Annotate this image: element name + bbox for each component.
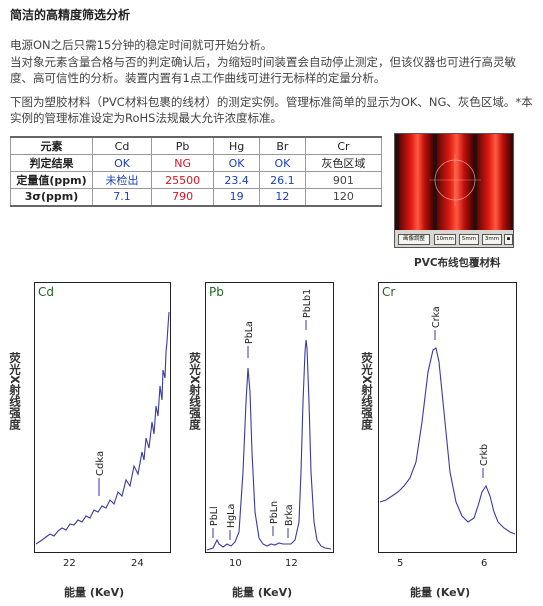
results-table: 元素 Cd Pb Hg Br Cr 判定结果 OK NG OK OK 灰色区域 … <box>10 136 383 207</box>
row-label: 定量值(ppm) <box>10 171 93 189</box>
x-tick-label: 24 <box>131 558 144 569</box>
photo-caption: PVC布线包覆材料 <box>414 257 501 269</box>
table-cell: 25500 <box>151 171 215 189</box>
spectrum-chart-cd: Cd Cdka 22 24 <box>34 282 171 569</box>
camera-icon[interactable]: ▪ <box>504 234 513 245</box>
peak-label-pbll: PbLl <box>209 506 220 526</box>
zoom-10mm-button[interactable]: 10mm <box>434 234 456 245</box>
peak-label-crka: Crka <box>431 306 442 328</box>
row-label: 3σ(ppm) <box>10 188 93 207</box>
table-row: 定量值(ppm) 未检出 25500 23.4 26.1 901 <box>10 171 383 189</box>
y-axis-label-pb: 荧光X射线强度 <box>188 352 202 430</box>
intro-paragraph-2: 当对象元素含量合格与否的判定确认后，为缩短时间装置会自动停止测定，但该仪器也可进… <box>10 55 516 85</box>
table-cell: 901 <box>304 171 383 189</box>
table-cell: NG <box>151 154 215 172</box>
table-cell: 7.1 <box>91 188 153 207</box>
spectrum-line-cr <box>379 347 516 535</box>
x-tick-label: 12 <box>285 558 298 569</box>
table-header-row: 元素 Cd Pb Hg Br Cr <box>10 136 383 155</box>
zoom-5mm-button[interactable]: 5mm <box>459 234 479 245</box>
x-tick-label: 22 <box>63 558 76 569</box>
panel-title-pb: Pb <box>209 285 224 299</box>
intro-paragraph-3: 下图为塑胶材料（PVC材料包裹的线材）的测定实例。管理标准简单的显示为OK、NG… <box>10 95 533 125</box>
table-cell: OK <box>213 154 260 172</box>
peak-label-pbla: PbLa <box>244 321 255 344</box>
table-cell: OK <box>259 154 306 172</box>
spectrum-line-pb <box>206 339 332 551</box>
x-axis-label-pb: 能量 (KeV) <box>232 586 293 599</box>
table-cell: 19 <box>213 188 260 207</box>
peak-label-pbln: PbLn <box>269 501 280 524</box>
table-header-cell: Cd <box>91 136 153 155</box>
page-title: 简洁的高精度筛选分析 <box>10 8 131 22</box>
y-axis-label-cr: 荧光X射线强度 <box>360 352 374 430</box>
spectrum-chart-pb: Pb PbLl HgLa PbLa PbLn Brka PbLb1 10 12 <box>205 282 334 569</box>
peak-label-hgla: HgLa <box>226 504 237 528</box>
table-cell: 未检出 <box>91 171 153 189</box>
table-cell: 790 <box>151 188 215 207</box>
sample-photo: 画像調整 10mm 5mm 3mm ▪ <box>394 133 514 248</box>
table-cell: OK <box>91 154 153 172</box>
panel-title-cr: Cr <box>382 285 395 299</box>
table-header-cell: Cr <box>304 136 383 155</box>
x-axis-label-cr: 能量 (KeV) <box>410 586 471 599</box>
table-cell: 120 <box>304 188 383 207</box>
y-axis-label-cd: 荧光X射线强度 <box>8 352 22 430</box>
peak-label-crkb: Crkb <box>479 444 490 466</box>
table-cell: 26.1 <box>259 171 306 189</box>
table-header-cell: Br <box>259 136 306 155</box>
table-header-cell: 元素 <box>10 136 93 155</box>
row-label: 判定结果 <box>10 154 93 172</box>
table-cell: 灰色区域 <box>304 154 383 172</box>
x-tick-label: 10 <box>229 558 242 569</box>
x-tick-label: 5 <box>397 558 403 569</box>
image-adjust-button[interactable]: 画像調整 <box>398 234 430 245</box>
x-tick-label: 6 <box>481 558 487 569</box>
table-cell: 23.4 <box>213 171 260 189</box>
red-cable-image <box>395 134 513 230</box>
panel-title-cd: Cd <box>38 285 54 299</box>
peak-label-cdka: Cdka <box>95 451 106 476</box>
spectrum-line-cd <box>35 311 170 545</box>
table-row: 判定结果 OK NG OK OK 灰色区域 <box>10 154 383 172</box>
peak-label-pblb1: PbLb1 <box>302 289 313 318</box>
peak-label-brka: Brka <box>284 504 295 526</box>
intro-paragraph-1: 电源ON之后只需15分钟的稳定时间就可开始分析。 <box>10 38 273 52</box>
spectrum-chart-cr: Cr Crka Crkb 5 6 <box>378 282 517 569</box>
zoom-3mm-button[interactable]: 3mm <box>482 234 502 245</box>
table-row: 3σ(ppm) 7.1 790 19 12 120 <box>10 188 383 207</box>
table-cell: 12 <box>259 188 306 207</box>
table-header-cell: Pb <box>151 136 215 155</box>
x-axis-label-cd: 能量 (KeV) <box>64 586 125 599</box>
table-header-cell: Hg <box>213 136 260 155</box>
